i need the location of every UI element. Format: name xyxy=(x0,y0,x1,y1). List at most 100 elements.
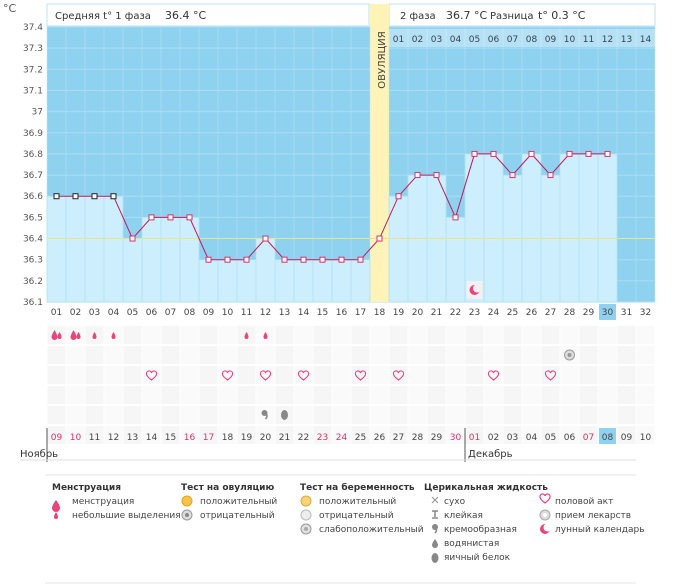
phase1-avg-value: 36.4 °C xyxy=(165,9,206,22)
marker-cell xyxy=(408,366,427,384)
legend-cervical-watery: водянистая xyxy=(444,539,499,549)
cycle-day-label: 01 xyxy=(51,308,62,318)
temperature-point xyxy=(490,150,497,157)
marker-cell xyxy=(408,326,427,344)
marker-cell xyxy=(123,386,142,404)
date-label: 27 xyxy=(393,433,404,443)
marker-cell xyxy=(427,366,446,384)
phase2-day-number: 14 xyxy=(640,35,652,45)
marker-cell xyxy=(560,366,579,384)
legend-cervical-title: Церикальная жидкость xyxy=(424,483,548,493)
cycle-day-label: 31 xyxy=(621,308,632,318)
temperature-point xyxy=(376,235,383,242)
month-label: Ноябрь xyxy=(20,449,58,460)
cycle-day-label: 32 xyxy=(640,308,651,318)
marker-cell xyxy=(617,366,636,384)
phase2-day-number: 05 xyxy=(469,35,480,45)
marker-cell xyxy=(503,406,522,424)
date-label: 05 xyxy=(545,433,556,443)
marker-cell xyxy=(85,346,104,364)
y-tick-label: 37.4 xyxy=(23,23,43,33)
marker-cell xyxy=(484,406,503,424)
marker-cell xyxy=(351,406,370,424)
marker-cell xyxy=(294,326,313,344)
marker-cell xyxy=(465,386,484,404)
marker-cell xyxy=(465,346,484,364)
temperature-point xyxy=(509,172,516,179)
date-label: 20 xyxy=(260,433,272,443)
pregnancy-test-weak-icon xyxy=(300,523,312,535)
cycle-day-label: 05 xyxy=(127,308,138,318)
cycle-day-label: 15 xyxy=(317,308,328,318)
sticky-icon xyxy=(432,510,438,519)
temp-bar xyxy=(255,238,276,303)
marker-cell xyxy=(427,326,446,344)
date-label: 10 xyxy=(70,433,82,443)
light-spotting-icon xyxy=(244,332,249,339)
marker-cell xyxy=(522,406,541,424)
marker-cell xyxy=(142,426,161,444)
temperature-point xyxy=(528,150,535,157)
temp-bar xyxy=(65,195,86,303)
legend-intercourse: половой акт xyxy=(555,497,613,507)
menstruation-drop-icon xyxy=(52,500,60,512)
marker-cell xyxy=(522,426,541,444)
marker-cell xyxy=(427,426,446,444)
temp-bar xyxy=(312,259,333,303)
y-tick-label: 36.5 xyxy=(23,213,43,223)
marker-cell xyxy=(408,426,427,444)
marker-cell xyxy=(237,426,256,444)
marker-cell xyxy=(218,346,237,364)
temp-bar xyxy=(141,217,162,303)
legend-menstruation-title: Менструация xyxy=(52,483,121,493)
date-label: 23 xyxy=(317,433,328,443)
marker-cell xyxy=(275,366,294,384)
temperature-point xyxy=(243,256,250,263)
marker-cell xyxy=(218,326,237,344)
marker-cell xyxy=(484,366,503,384)
legend-pregnancy-test-title: Тест на беременность xyxy=(300,482,415,493)
temperature-point xyxy=(72,193,79,200)
phase2-day-number: 03 xyxy=(431,35,442,45)
date-label: 21 xyxy=(279,433,290,443)
marker-cell xyxy=(104,386,123,404)
temperature-point xyxy=(91,193,98,200)
lunar-calendar-icon xyxy=(540,523,552,534)
marker-cell xyxy=(370,386,389,404)
marker-cell xyxy=(142,386,161,404)
pregnancy-test-negative-icon xyxy=(300,509,312,521)
temperature-point xyxy=(566,150,573,157)
cycle-day-label: 22 xyxy=(450,308,461,318)
marker-cell xyxy=(636,346,655,364)
phase2-day-number: 08 xyxy=(526,35,538,45)
intercourse-heart-icon xyxy=(297,370,310,381)
marker-cell xyxy=(560,426,579,444)
phase2-day-number: 02 xyxy=(412,35,423,45)
marker-cell xyxy=(465,406,484,424)
legend-pregnancy-positive: положительный xyxy=(319,497,396,507)
phase2-day-number: 10 xyxy=(564,35,576,45)
date-row: 09 10 11 12 13 14 15 16 17 18 19 20 21 22 23 24 25 26 27 28… xyxy=(20,428,651,462)
temp-bar xyxy=(217,259,238,303)
marker-cell xyxy=(275,386,294,404)
date-label: 01 xyxy=(469,433,480,443)
marker-cell xyxy=(408,406,427,424)
marker-cell xyxy=(66,366,85,384)
marker-cell xyxy=(180,366,199,384)
marker-cell xyxy=(636,386,655,404)
temp-bar xyxy=(293,259,314,303)
marker-cell xyxy=(503,426,522,444)
marker-cell xyxy=(66,386,85,404)
marker-cell xyxy=(579,346,598,364)
marker-cell xyxy=(313,326,332,344)
marker-cell xyxy=(351,386,370,404)
marker-cell xyxy=(104,426,123,444)
temperature-point xyxy=(281,256,288,263)
cycle-day-label: 12 xyxy=(260,308,271,318)
marker-cell xyxy=(47,366,66,384)
marker-cell xyxy=(351,426,370,444)
marker-cell xyxy=(313,346,332,364)
marker-cell xyxy=(427,346,446,364)
temp-bar xyxy=(331,259,352,303)
menstruation-drop-icon xyxy=(57,332,62,339)
